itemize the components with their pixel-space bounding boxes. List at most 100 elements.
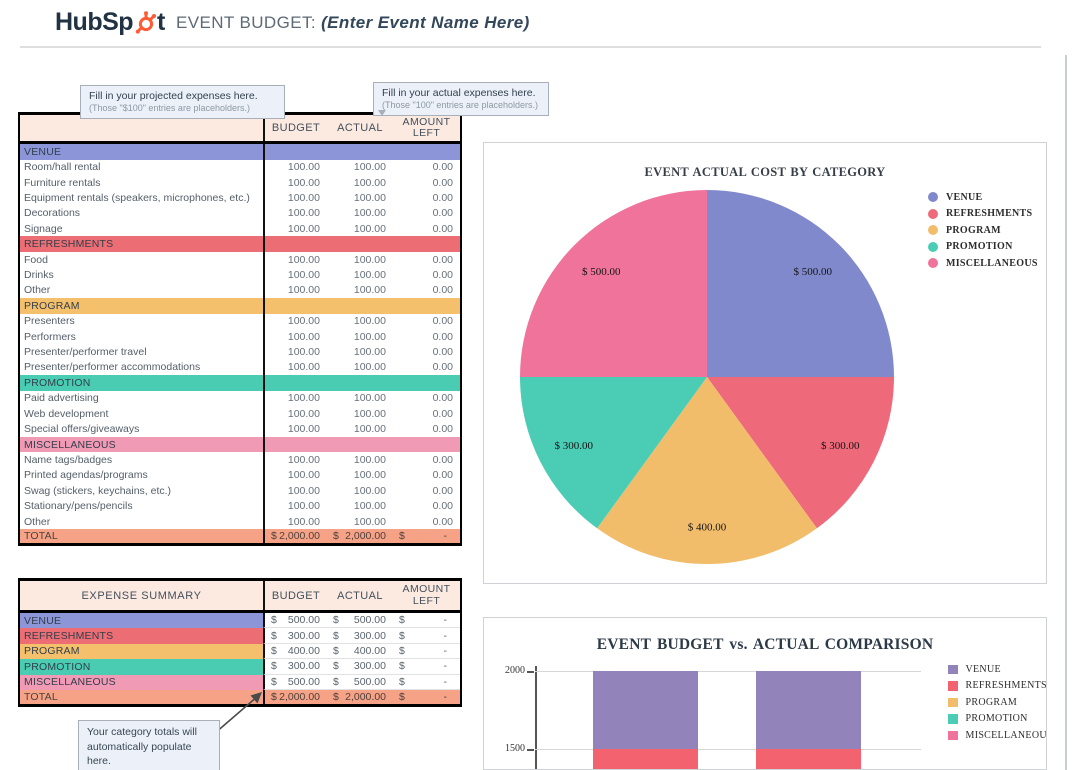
amount-left-cell[interactable] [393,298,460,314]
amount-cell[interactable]: $ - [393,529,460,543]
summary-row[interactable]: REFRESHMENTS $300.00 $300.00 $ - [20,628,460,644]
summary-row[interactable]: MISCELLANEOUS $500.00 $500.00 $ - [20,674,460,690]
budget-cell[interactable]: 100.00 [263,344,327,360]
category-row[interactable]: PROMOTION [20,375,460,391]
amount-cell[interactable]: $500.00 [327,613,393,629]
expense-summary-table[interactable]: EXPENSE SUMMARY BUDGET ACTUAL AMOUNT LEFT VE… [18,578,462,707]
actual-cell[interactable]: 100.00 [353,161,386,174]
budget-cell[interactable] [263,375,327,391]
budget-cell[interactable]: 100.00 [263,513,327,530]
total-row[interactable]: TOTAL $2,000.00 $2,000.00 $ - [20,529,460,547]
amount-left-cell[interactable]: 0.00 [432,484,453,497]
budget-cell[interactable]: 100.00 [263,406,327,422]
amount-left-cell[interactable]: 0.00 [432,176,453,189]
expense-row[interactable]: Swag (stickers, keychains, etc.) 100.00 10… [20,483,460,499]
budget-cell[interactable] [263,436,327,453]
amount-cell[interactable]: $2,000.00 [263,529,327,544]
actual-cell[interactable] [327,144,393,160]
amount-left-cell[interactable]: 0.00 [432,315,453,328]
expense-row[interactable]: Web development 100.00 100.00 0.00 [20,406,460,422]
budget-cell[interactable]: 100.00 [263,190,327,206]
actual-cell[interactable] [327,437,393,453]
actual-cell[interactable]: 100.00 [353,330,386,343]
summary-row[interactable]: VENUE $500.00 $500.00 $ - [20,613,460,629]
amount-left-cell[interactable]: 0.00 [432,423,453,436]
amount-left-cell[interactable]: 0.00 [432,346,453,359]
amount-left-cell[interactable] [393,437,460,453]
category-row[interactable]: REFRESHMENTS [20,236,460,252]
amount-left-cell[interactable]: 0.00 [432,330,453,343]
expense-row[interactable]: Decorations 100.00 100.00 0.00 [20,205,460,222]
amount-cell[interactable]: $300.00 [263,628,327,644]
budget-cell[interactable]: 100.00 [263,174,327,191]
actual-cell[interactable]: 100.00 [353,407,386,420]
budget-cell[interactable] [263,144,327,160]
expense-row[interactable]: Performers 100.00 100.00 0.00 [20,329,460,345]
amount-cell[interactable]: $ - [393,690,460,704]
expense-row[interactable]: Food 100.00 100.00 0.00 [20,251,460,268]
budget-cell[interactable]: 100.00 [263,483,327,499]
amount-left-cell[interactable]: 0.00 [432,269,453,282]
amount-left-cell[interactable]: 0.00 [432,500,453,513]
actual-cell[interactable]: 100.00 [353,346,386,359]
amount-cell[interactable]: $400.00 [263,643,327,660]
expense-row[interactable]: Furniture rentals 100.00 100.00 0.00 [20,174,460,191]
budget-table[interactable]: BUDGET ACTUAL AMOUNT LEFT VENUE Room/hall re… [18,112,462,547]
actual-cell[interactable]: 100.00 [353,269,386,282]
amount-cell[interactable]: $ - [393,644,460,660]
budget-cell[interactable] [263,236,327,252]
summary-row[interactable]: PROMOTION $300.00 $300.00 $ - [20,659,460,675]
actual-cell[interactable]: 100.00 [353,253,386,266]
budget-cell[interactable]: 100.00 [263,421,327,437]
actual-cell[interactable]: 100.00 [353,515,386,528]
budget-cell[interactable]: 100.00 [263,498,327,514]
category-row[interactable]: PROGRAM [20,298,460,314]
amount-left-cell[interactable]: 0.00 [432,515,453,528]
actual-cell[interactable]: 100.00 [353,423,386,436]
budget-cell[interactable]: 100.00 [263,452,327,468]
expense-row[interactable]: Paid advertising 100.00 100.00 0.00 [20,390,460,407]
actual-cell[interactable]: 100.00 [353,315,386,328]
expense-row[interactable]: Presenter/performer accommodations 100.00… [20,359,460,376]
amount-left-cell[interactable]: 0.00 [432,361,453,374]
amount-left-cell[interactable]: 0.00 [432,392,453,405]
amount-cell[interactable]: $500.00 [327,675,393,690]
amount-cell[interactable]: $500.00 [263,613,327,629]
bar-chart-panel[interactable]: EVENT BUDGET vs. ACTUAL COMPARISON VENUE… [483,617,1047,770]
amount-left-cell[interactable]: 0.00 [432,222,453,235]
event-name-placeholder[interactable]: (Enter Event Name Here) [321,13,530,32]
amount-cell[interactable]: $ - [393,628,460,644]
expense-row[interactable]: Equipment rentals (speakers, microphones… [20,190,460,206]
amount-left-cell[interactable] [393,375,460,391]
actual-cell[interactable]: 100.00 [353,500,386,513]
category-row[interactable]: MISCELLANEOUS [20,436,460,453]
actual-cell[interactable]: 100.00 [353,484,386,497]
expense-row[interactable]: Stationary/pens/pencils 100.00 100.00 0.00 [20,498,460,514]
actual-cell[interactable]: 100.00 [353,361,386,374]
actual-cell[interactable]: 100.00 [353,284,386,297]
amount-left-cell[interactable] [393,144,460,160]
expense-row[interactable]: Presenter/performer travel 100.00 100.00 0.… [20,344,460,360]
expense-row[interactable]: Special offers/giveaways 100.00 100.00 0.00 [20,421,460,437]
expense-row[interactable]: Other 100.00 100.00 0.00 [20,513,460,530]
expense-row[interactable]: Presenters 100.00 100.00 0.00 [20,313,460,330]
budget-cell[interactable]: 100.00 [263,267,327,283]
expense-row[interactable]: Printed agendas/programs 100.00 100.00 0.00 [20,467,460,484]
amount-cell[interactable]: $300.00 [327,628,393,644]
amount-cell[interactable]: $300.00 [327,659,393,675]
expense-row[interactable]: Drinks 100.00 100.00 0.00 [20,267,460,283]
expense-row[interactable]: Signage 100.00 100.00 0.00 [20,221,460,237]
amount-left-cell[interactable]: 0.00 [432,207,453,220]
expense-row[interactable]: Other 100.00 100.00 0.00 [20,282,460,299]
budget-cell[interactable]: 100.00 [263,467,327,484]
budget-cell[interactable] [263,298,327,314]
actual-cell[interactable]: 100.00 [353,454,386,467]
amount-left-cell[interactable]: 0.00 [432,407,453,420]
budget-cell[interactable]: 100.00 [263,251,327,268]
budget-cell[interactable]: 100.00 [263,313,327,330]
budget-cell[interactable]: 100.00 [263,205,327,222]
amount-cell[interactable]: $ - [393,675,460,690]
actual-cell[interactable] [327,236,393,252]
budget-cell[interactable]: 100.00 [263,159,327,175]
amount-cell[interactable]: $2,000.00 [327,690,393,704]
